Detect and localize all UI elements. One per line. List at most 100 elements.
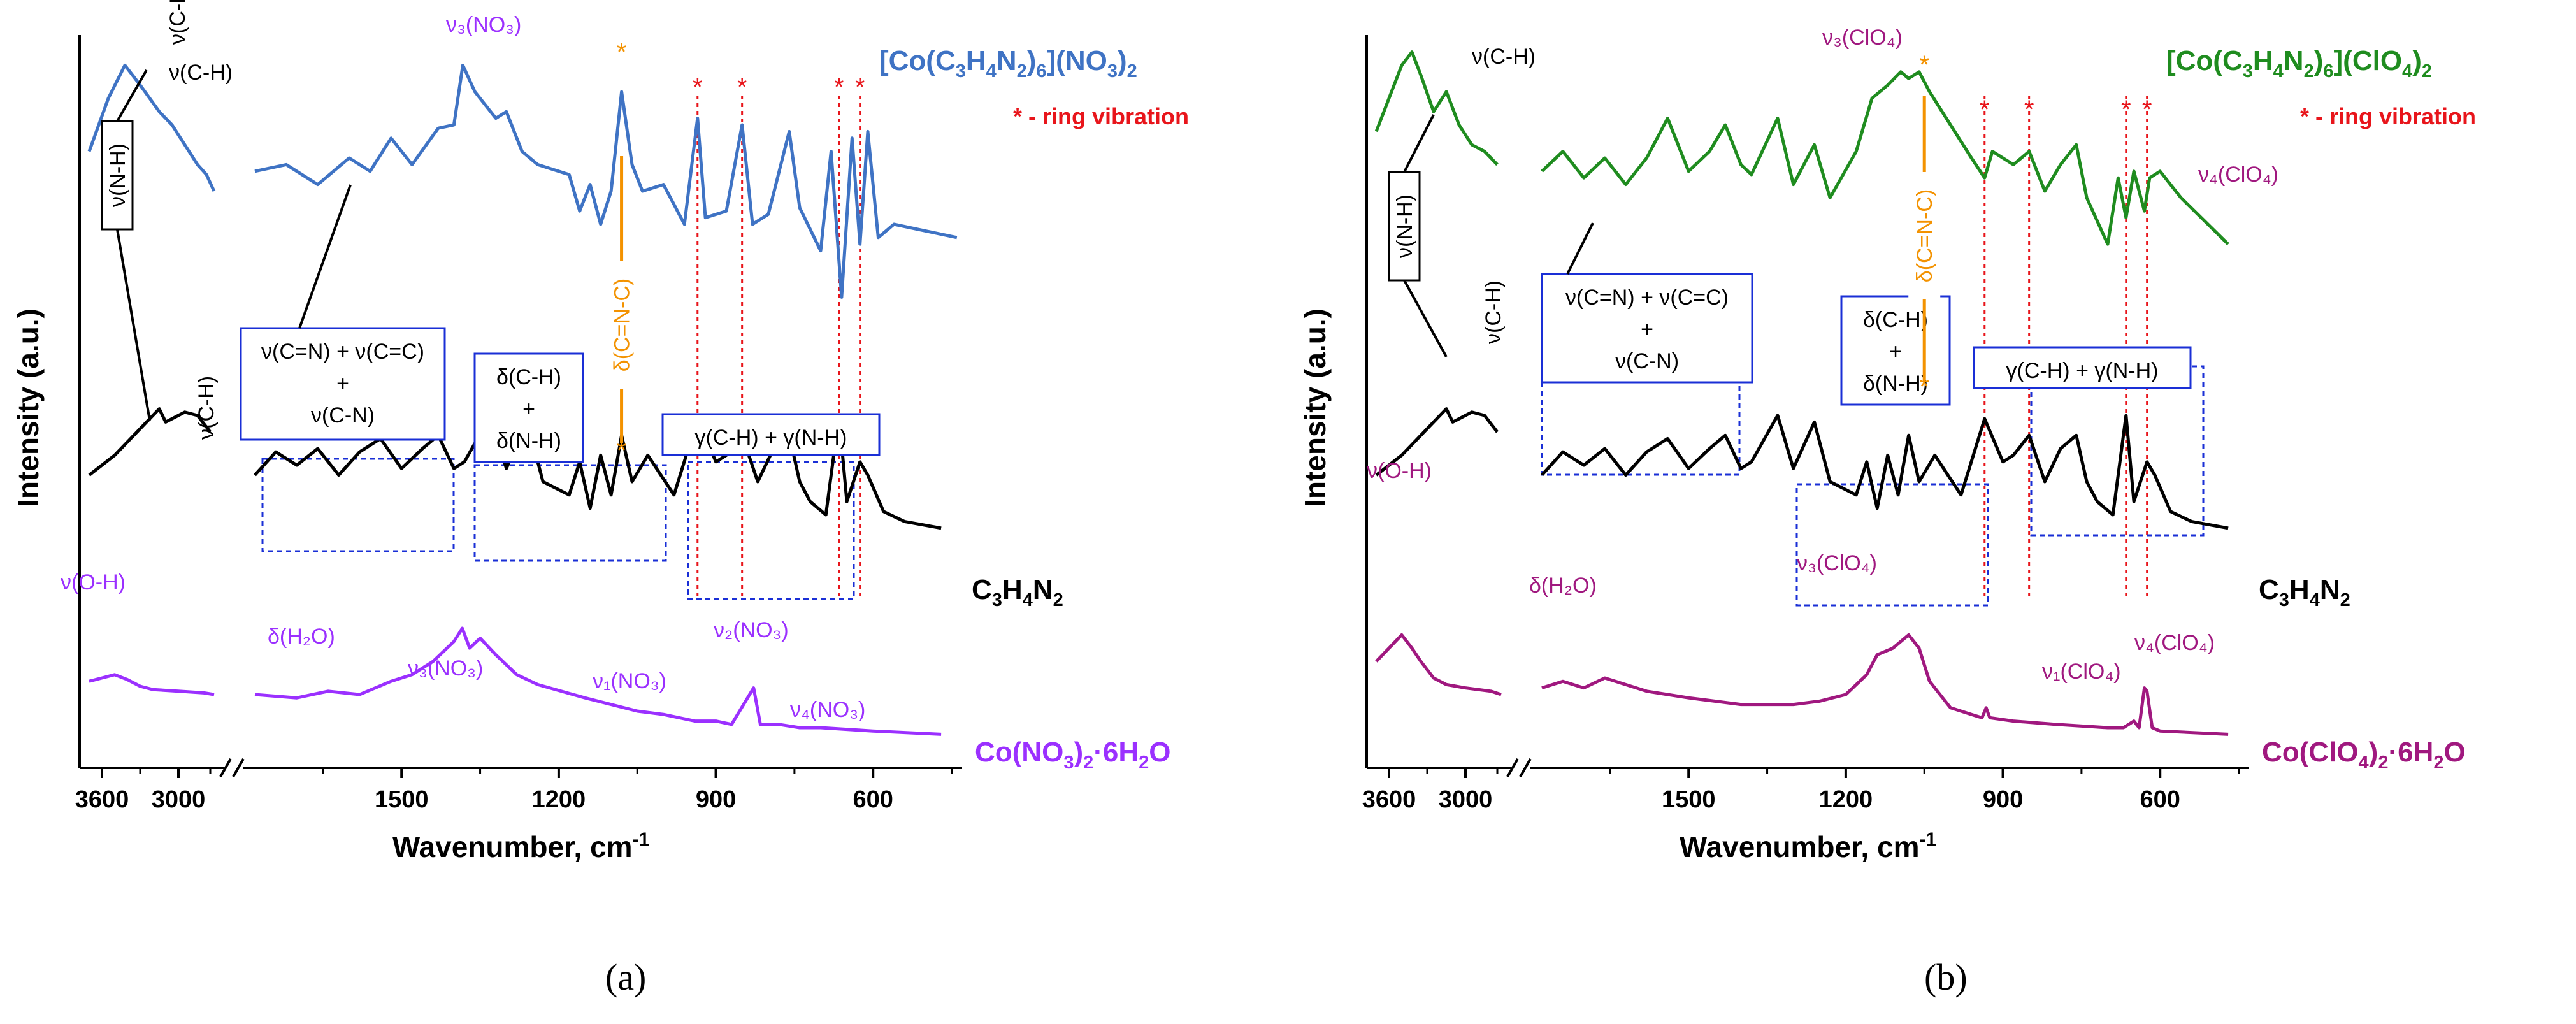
annot-arrow [116, 229, 151, 421]
x-axis-label: Wavenumber, cm-1 [392, 829, 649, 863]
annot-oop-box-text: γ(C-H) + γ(N-H) [2006, 359, 2159, 383]
axis-break-mark [1506, 758, 1519, 777]
annot-nu3-salt: ν₃(NO₃) [408, 656, 483, 681]
x-tick-label: 3600 [75, 786, 129, 813]
series-line-high [1375, 407, 1499, 477]
annot-nu2: ν₂(NO₃) [714, 618, 789, 642]
series-line-low [254, 414, 942, 530]
annot-star-orange: * [617, 38, 627, 66]
x-tick-label: 1200 [532, 786, 586, 813]
annot-bend-box-text: + [522, 397, 535, 421]
x-axis-label: Wavenumber, cm-1 [1680, 829, 1936, 863]
annot-ring-stretch-text: ν(C-N) [1615, 349, 1679, 373]
series-line-high [1375, 633, 1502, 696]
x-tick-label: 3000 [1439, 786, 1493, 813]
series-line-low [1541, 633, 2229, 736]
annot-ring-stretch [1541, 273, 1753, 384]
x-tick-label: 900 [1983, 786, 2023, 813]
series-label-complex: [Co(C3H4N2)6](ClO4)2 [2166, 45, 2432, 82]
series-label-salt: Co(ClO4)2·6H2O [2262, 737, 2466, 773]
annot-arrow [298, 184, 352, 329]
annot-arrow [116, 69, 148, 122]
x-tick-label: 600 [2140, 786, 2180, 813]
annot-nu-ch-top: ν(C-H) [166, 0, 190, 45]
annot-delta-h2o: δ(H₂O) [1529, 573, 1597, 598]
annot-star-orange: * [617, 436, 627, 465]
annot-ring-stretch [240, 327, 446, 441]
annot-nu4: ν₄(NO₃) [790, 698, 865, 722]
ring-vibration-legend: * - ring vibration [2300, 103, 2476, 129]
x-tick-label: 1500 [1662, 786, 1716, 813]
annot-bend-box-text: δ(C-H) [496, 365, 561, 389]
annot-nu3-salt: ν₃(ClO₄) [1797, 551, 1877, 575]
annot-ring-stretch-text: + [1641, 317, 1653, 342]
region-box [2030, 365, 2205, 537]
series-line-high [87, 63, 216, 192]
annot-star-orange: * [1919, 51, 1929, 79]
x-tick-label: 1200 [1819, 786, 1873, 813]
annot-oop-box-text: γ(C-H) + γ(N-H) [695, 426, 847, 450]
annot-bend-box-text: + [1889, 340, 1902, 364]
x-tick-label: 3600 [1362, 786, 1416, 813]
annot-nu-nh: ν(N-H) [106, 143, 130, 207]
annot-star-ring: * [855, 73, 865, 101]
annot-arrow [1403, 114, 1435, 173]
annot-star-ring: * [1980, 96, 1990, 124]
panel-a-label: (a) [605, 956, 647, 998]
annot-orange-gap [1908, 172, 1941, 299]
annot-nu3-top: ν₃(ClO₄) [1822, 25, 1903, 50]
series-line-low [1541, 414, 2229, 530]
series-label-ligand: C3H4N2 [972, 574, 1063, 610]
annot-delta-h2o: δ(H₂O) [268, 624, 335, 649]
axis-break-mark [219, 758, 232, 777]
annot-ring-stretch-text: ν(C=N) + ν(C=C) [261, 340, 424, 364]
annot-nu-ch-mid: ν(C-H) [1481, 280, 1506, 344]
x-tick-label: 900 [696, 786, 736, 813]
y-axis-label: Intensity (a.u.) [1299, 308, 1332, 507]
series-line-high [1374, 50, 1499, 166]
series-label-ligand: C3H4N2 [2259, 574, 2350, 610]
annot-nu4-top: ν₄(ClO₄) [2198, 162, 2278, 187]
annot-star-ring: * [693, 73, 703, 101]
series-line-high [88, 407, 212, 477]
annot-nu1: ν₁(ClO₄) [2042, 660, 2121, 684]
ring-vibration-legend: * - ring vibration [1013, 103, 1189, 129]
region-box [261, 458, 455, 552]
annot-orange-gap [605, 261, 638, 389]
annot-nu-oh: ν(O-H) [1367, 459, 1432, 483]
axis-break-mark [232, 758, 245, 777]
annot-nu-nh-box [101, 120, 134, 231]
annot-bend-box-text: δ(N-H) [1863, 371, 1928, 396]
annot-star-ring: * [737, 73, 747, 101]
annot-bend-box [1840, 295, 1951, 406]
annot-arrow [1566, 222, 1594, 275]
x-tick-label: 3000 [152, 786, 206, 813]
annot-nu4-salt: ν₄(ClO₄) [2134, 631, 2215, 655]
panel-b-label: (b) [1924, 956, 1968, 998]
region-box [473, 464, 667, 562]
axis-break-mark [1519, 758, 1532, 777]
series-line-low [254, 63, 958, 299]
x-tick-label: 1500 [375, 786, 429, 813]
series-line-low [254, 626, 942, 736]
annot-ring-stretch-text: ν(C-N) [311, 403, 375, 428]
annot-nu1: ν₁(NO₃) [593, 669, 666, 693]
annot-nu-ch-mid: ν(C-H) [194, 376, 219, 440]
annot-ring-stretch-text: ν(C=N) + ν(C=C) [1565, 285, 1729, 310]
region-box [687, 461, 855, 600]
annot-star-ring: * [834, 73, 844, 101]
annot-nu-ch-top: ν(C-H) [1472, 45, 1536, 69]
annot-bend-box-text: δ(N-H) [496, 429, 561, 453]
chart-panel-a: 3600 3000 1500 1200 900 600 Wavenumber, cm-1 In… [11, 0, 1189, 863]
series-line-low [1541, 70, 2229, 246]
annot-bend-box-text: δ(C-H) [1863, 308, 1928, 332]
series-line-high [89, 673, 215, 696]
annot-oop-box [661, 413, 881, 456]
annot-bend-box [473, 352, 584, 463]
chart-panel-b: 3600 3000 1500 1200 900 600 Wavenumber, cm-1 In… [1299, 25, 2476, 863]
annot-nu-ch-top-h: ν(C-H) [169, 61, 233, 85]
annot-nu3-top: ν₃(NO₃) [446, 13, 521, 37]
annot-star-ring: * [2024, 96, 2034, 124]
y-axis-label: Intensity (a.u.) [11, 308, 45, 507]
